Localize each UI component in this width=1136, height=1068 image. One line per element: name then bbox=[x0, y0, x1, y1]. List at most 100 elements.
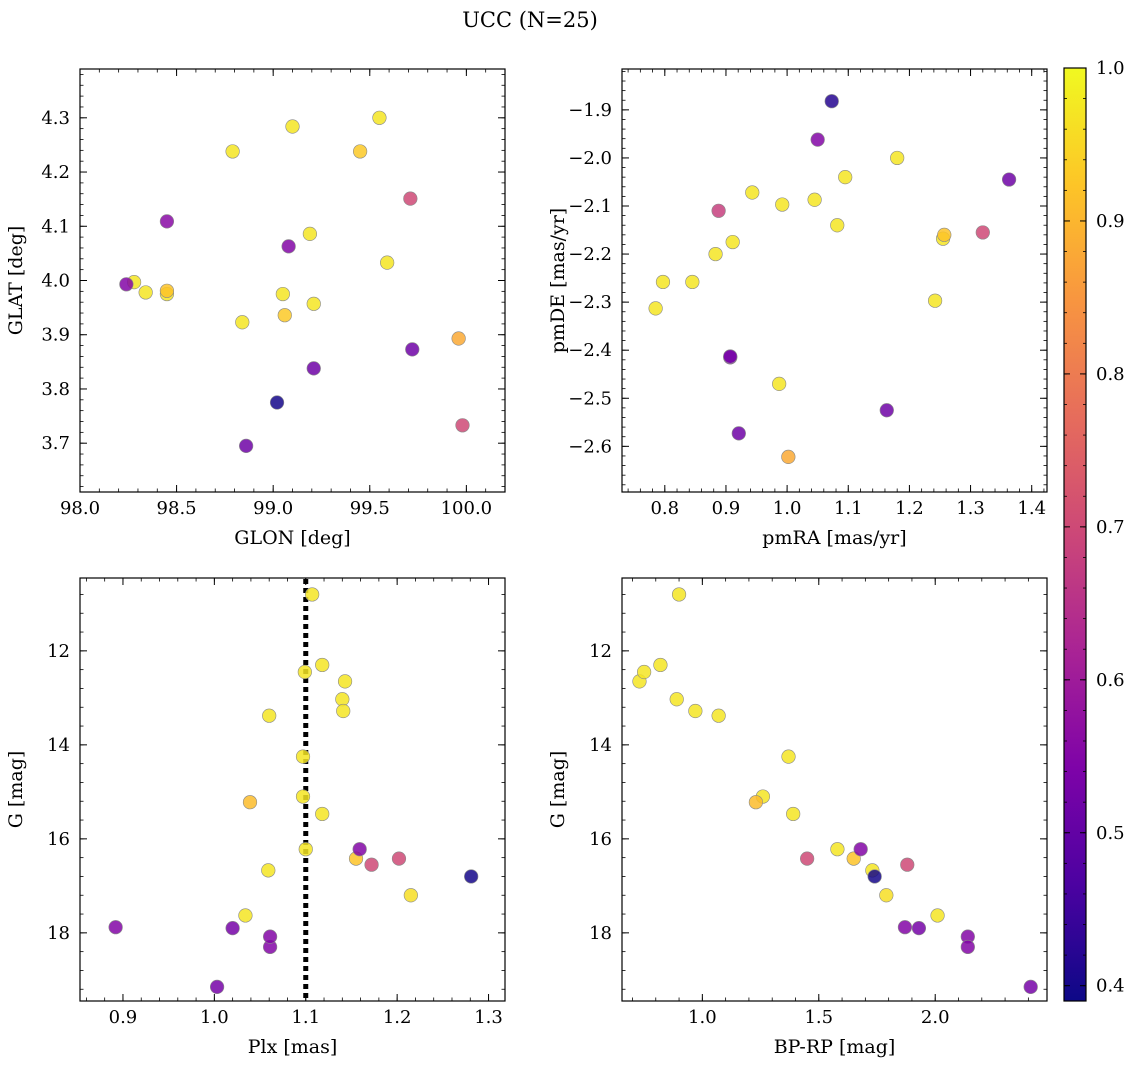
data-point bbox=[830, 218, 845, 233]
panel-2: 0.8 0.9 1.0 1.1 1.2 1.3 1.4 −1.9 −2.0 −2.1 −2.2 −2.… bbox=[547, 68, 1048, 549]
axes-frame bbox=[79, 577, 506, 1002]
data-point bbox=[306, 296, 321, 311]
colorbar-tick-label: 0.4 bbox=[1096, 976, 1125, 997]
y-tick-label: 3.7 bbox=[41, 433, 70, 454]
data-point bbox=[281, 239, 296, 254]
data-point bbox=[295, 749, 311, 764]
data-point bbox=[723, 349, 738, 364]
y-tick-label: −2.5 bbox=[568, 388, 612, 409]
x-tick-label: 1.2 bbox=[895, 498, 924, 519]
x-tick-label: 1.1 bbox=[834, 498, 863, 519]
data-point bbox=[897, 920, 913, 935]
data-point bbox=[879, 403, 894, 418]
data-point bbox=[295, 789, 311, 804]
data-point bbox=[336, 703, 351, 719]
data-point bbox=[853, 842, 868, 857]
data-point bbox=[238, 908, 253, 923]
y-tick-label: 14 bbox=[47, 735, 70, 756]
x-tick-label: 1.1 bbox=[291, 1007, 320, 1028]
data-point bbox=[731, 426, 746, 441]
x-tick-label: 98.5 bbox=[157, 498, 197, 519]
data-point bbox=[810, 132, 825, 147]
y-tick-label: −2.1 bbox=[568, 196, 612, 217]
x-tick-label: 1.5 bbox=[804, 1007, 833, 1028]
data-point bbox=[353, 144, 368, 159]
data-point bbox=[838, 170, 853, 185]
x-tick-label: 1.2 bbox=[383, 1007, 412, 1028]
x-tick-label: 1.3 bbox=[474, 1007, 503, 1028]
data-point bbox=[685, 274, 700, 290]
colorbar-tick-label: 0.8 bbox=[1096, 364, 1125, 385]
x-tick-label: 1.0 bbox=[688, 1007, 717, 1028]
data-point bbox=[263, 929, 278, 944]
data-point bbox=[781, 749, 796, 764]
data-point bbox=[364, 857, 379, 872]
y-tick-label: 12 bbox=[589, 641, 612, 662]
panel-4: 1.0 1.5 2.0 12 14 16 18 BP-RP [mag] G [mag] bbox=[547, 577, 1048, 1058]
data-point bbox=[879, 888, 894, 903]
data-point bbox=[960, 939, 975, 955]
data-point bbox=[302, 226, 317, 241]
axes-frame bbox=[621, 577, 1048, 1002]
data-point bbox=[688, 703, 703, 719]
data-point bbox=[372, 110, 387, 125]
colorbar-tick-label: 0.6 bbox=[1096, 670, 1125, 691]
data-point bbox=[867, 869, 882, 884]
y-tick-label: 3.9 bbox=[41, 325, 70, 346]
data-point bbox=[315, 657, 330, 673]
x-axis-label: BP-RP [mag] bbox=[774, 1036, 896, 1058]
x-tick-label: 0.8 bbox=[650, 498, 679, 519]
y-axis-label: G [mag] bbox=[5, 751, 27, 829]
data-point bbox=[269, 395, 285, 410]
x-tick-label: 99.0 bbox=[253, 498, 293, 519]
data-point bbox=[975, 225, 990, 240]
data-point bbox=[830, 842, 845, 857]
y-tick-label: −2.2 bbox=[568, 244, 612, 265]
x-tick-label: 0.9 bbox=[712, 498, 741, 519]
data-point bbox=[380, 255, 395, 270]
x-tick-label: 2.0 bbox=[921, 1007, 950, 1028]
data-point bbox=[937, 227, 952, 242]
data-point bbox=[464, 869, 479, 884]
data-point bbox=[655, 274, 671, 290]
x-tick-label: 1.4 bbox=[1017, 498, 1046, 519]
data-point bbox=[911, 921, 927, 936]
y-tick-label: −2.0 bbox=[568, 148, 612, 169]
panel-1: 98.0 98.5 99.0 99.5 100.0 3.7 3.8 3.9 4.0 4.1 4.2 4… bbox=[5, 68, 506, 549]
y-tick-label: 4.0 bbox=[41, 271, 70, 292]
data-point bbox=[745, 185, 760, 200]
colorbar-tick-label: 0.9 bbox=[1096, 211, 1125, 232]
y-tick-label: 4.3 bbox=[41, 108, 70, 129]
data-point bbox=[405, 342, 420, 357]
data-point bbox=[305, 587, 320, 602]
data-point bbox=[275, 286, 290, 302]
data-point bbox=[242, 795, 258, 810]
y-axis-label: GLAT [deg] bbox=[5, 226, 27, 336]
data-point bbox=[315, 806, 330, 822]
y-tick-label: 18 bbox=[589, 923, 612, 944]
data-point bbox=[209, 979, 225, 995]
colorbar-tick-label: 0.7 bbox=[1096, 517, 1125, 538]
y-tick-label: −2.4 bbox=[568, 340, 612, 361]
data-point bbox=[708, 246, 723, 262]
panel-3: 0.9 1.0 1.1 1.2 1.3 12 14 16 18 Plx [mas] G [mag] bbox=[5, 577, 506, 1058]
data-point bbox=[772, 376, 787, 391]
data-point bbox=[297, 664, 312, 680]
data-point bbox=[138, 285, 153, 300]
x-axis-label: pmRA [mas/yr] bbox=[762, 527, 906, 549]
y-tick-label: −2.6 bbox=[568, 436, 612, 457]
data-point bbox=[285, 119, 300, 134]
data-point bbox=[239, 438, 254, 454]
data-point bbox=[711, 708, 726, 723]
x-tick-label: 98.0 bbox=[60, 498, 100, 519]
x-tick-label: 1.0 bbox=[200, 1007, 229, 1028]
panels: 98.0 98.5 99.0 99.5 100.0 3.7 3.8 3.9 4.0 4.1 4.2 4… bbox=[5, 68, 1048, 1058]
y-tick-label: 3.8 bbox=[41, 379, 70, 400]
colorbar-tick-label: 0.5 bbox=[1096, 823, 1125, 844]
data-point bbox=[1001, 172, 1017, 187]
data-point bbox=[235, 315, 250, 330]
y-tick-label: 12 bbox=[47, 641, 70, 662]
y-axis-label: pmDE [mas/yr] bbox=[547, 208, 569, 353]
axes-frame bbox=[621, 68, 1048, 493]
